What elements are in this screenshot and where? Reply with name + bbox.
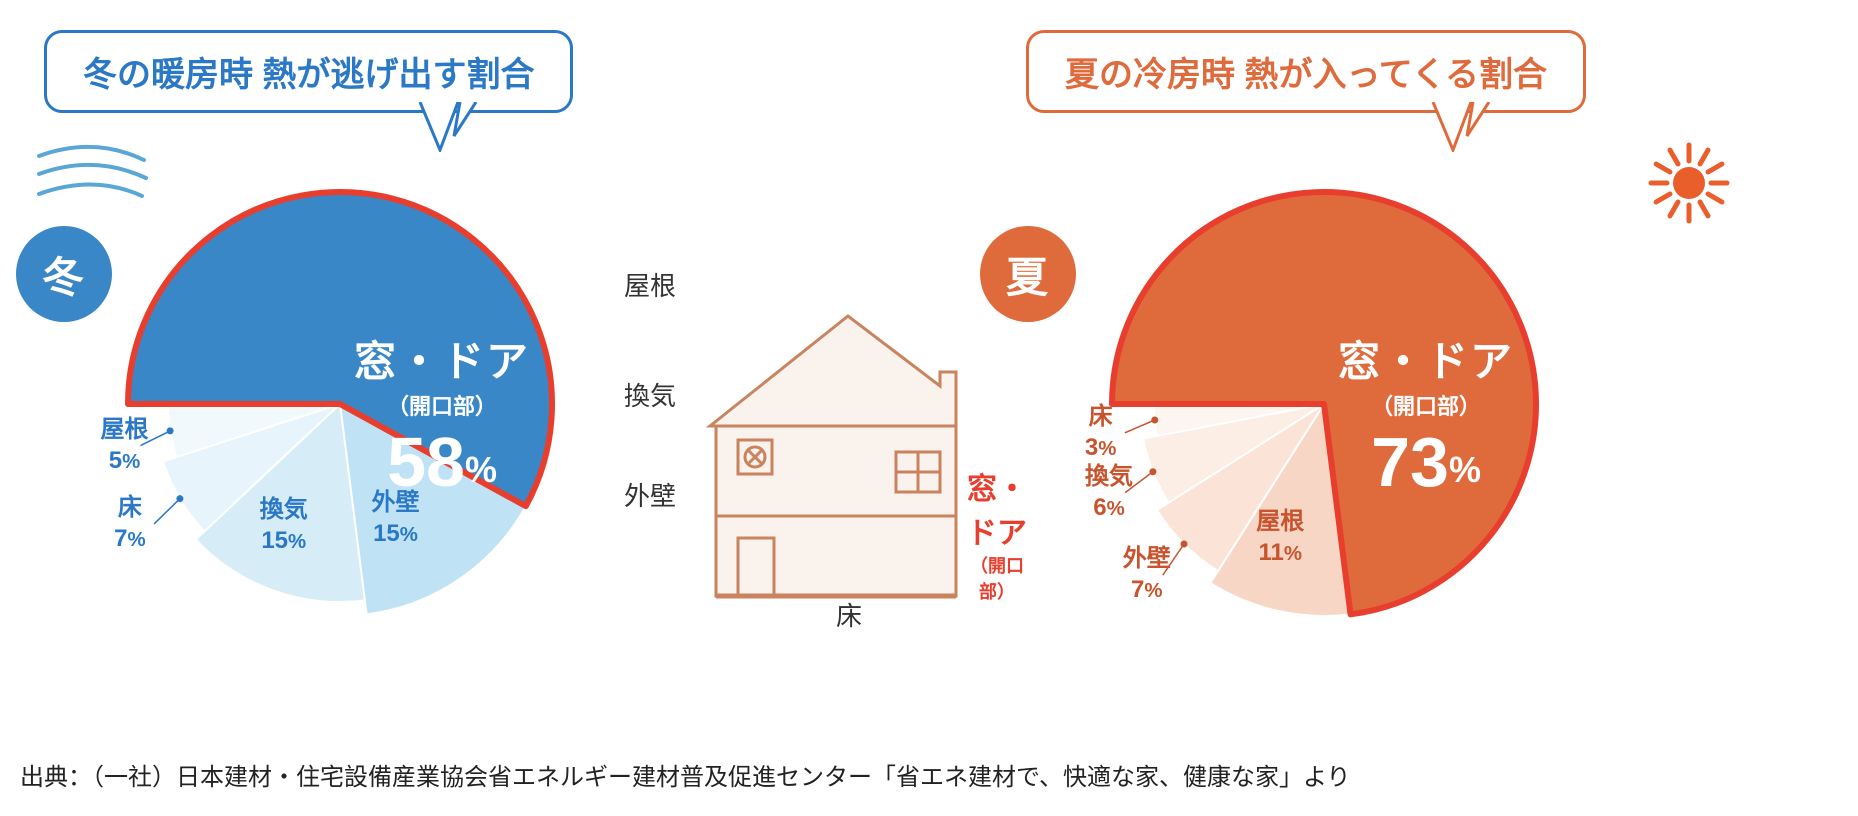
sun-icon [1644, 138, 1734, 233]
winter-badge-text: 冬 [42, 244, 86, 305]
speech-tail-icon [410, 102, 480, 152]
winter-main-slice-label: 窓・ドア （開口部） 58% [354, 328, 530, 497]
summer-main-slice-label: 窓・ドア （開口部） 73% [1338, 328, 1514, 497]
source-citation: 出典：（一社）日本建材・住宅設備産業協会省エネルギー建材普及促進センター「省エネ… [20, 757, 1351, 792]
winter-title-text: 冬の暖房時 熱が逃げ出す割合 [83, 56, 534, 94]
house-label-vent: 換気 [624, 376, 676, 413]
house-label-floor: 床 [836, 596, 862, 633]
winter-main-label-top: 窓・ドア [354, 328, 530, 389]
house-label-wall: 外壁 [624, 476, 676, 513]
pie-label-floor: 床3% [1085, 401, 1117, 463]
house-label-roof: 屋根 [624, 266, 676, 303]
summer-main-label-value: 73% [1338, 427, 1514, 497]
summer-pie-chart: 窓・ドア （開口部） 73% 屋根11% 外壁7% 換気6%床3% [1088, 168, 1560, 640]
pie-label-vent: 換気6% [1085, 461, 1133, 523]
winter-pie-chart: 窓・ドア （開口部） 58% 外壁15% 換気15% 床7% 屋根5% [104, 168, 576, 640]
winter-badge: 冬 [16, 226, 112, 322]
pie-label-wall: 外壁15% [371, 487, 419, 549]
pie-label-floor: 床7% [114, 492, 146, 554]
house-label-window: 窓・ドア （開口部） [964, 464, 1030, 604]
winter-main-label-sub: （開口部） [354, 389, 530, 421]
speech-tail-icon [1423, 102, 1493, 152]
house-diagram: 屋根 換気 外壁 床 窓・ドア （開口部） [620, 276, 1030, 656]
house-window-label-sub: （開口部） [964, 552, 1030, 604]
pie-label-wall: 外壁7% [1123, 543, 1171, 605]
summer-title-text: 夏の冷房時 熱が入ってくる割合 [1065, 56, 1547, 94]
pie-label-roof: 屋根11% [1256, 506, 1304, 568]
pie-label-roof: 屋根5% [101, 414, 149, 476]
pie-label-vent: 換気15% [260, 494, 308, 556]
winter-title-bubble: 冬の暖房時 熱が逃げ出す割合 [44, 30, 573, 113]
house-icon [620, 276, 1000, 636]
summer-title-bubble: 夏の冷房時 熱が入ってくる割合 [1026, 30, 1586, 113]
summer-main-label-sub: （開口部） [1338, 389, 1514, 421]
summer-main-label-top: 窓・ドア [1338, 328, 1514, 389]
house-window-label-top: 窓・ドア [964, 464, 1030, 552]
